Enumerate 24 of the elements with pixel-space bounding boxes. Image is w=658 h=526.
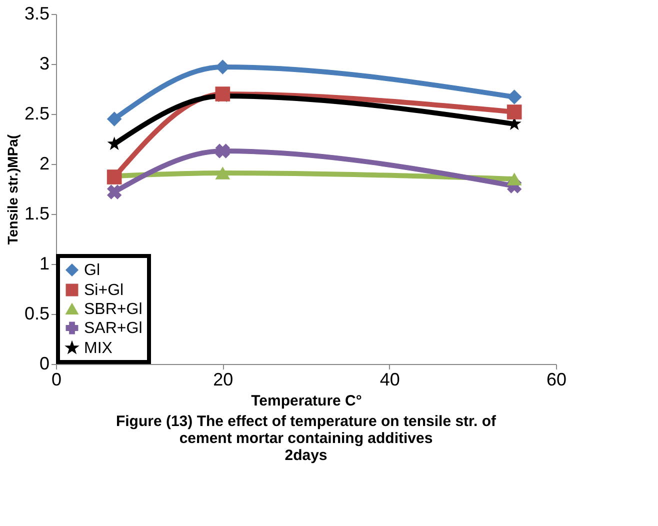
x-tick-label: 20 [213,370,234,390]
y-axis-title: Tensile str.)MPa( [4,134,20,245]
y-tick-label: 1.5 [24,204,50,224]
y-tick-label: 0.5 [24,304,50,324]
legend-label: SBR+Gl [84,301,142,318]
y-tick-label: 3 [39,54,50,74]
point [506,104,522,120]
point [506,90,522,104]
y-tick-label: 0 [39,354,50,374]
y-tick-label: 2 [39,154,50,174]
x-tick-label: 60 [546,370,567,390]
y-tick-label: 3.5 [24,4,50,24]
legend-label: Gl [84,262,100,279]
y-tick-label: 1 [39,254,50,274]
x-tick-label: 40 [380,370,400,390]
legend-label: SAR+Gl [84,320,142,337]
legend-label: Si+Gl [84,282,124,299]
y-tick-label: 2.5 [24,104,50,124]
x-axis-title: Temperature C° [251,392,362,410]
text: Figure (13) The effect of temperature on tensile str. of cement mortar containing additives 2days [116,413,498,464]
point [106,112,122,126]
point [215,144,230,158]
legend-label: MIX [84,340,113,357]
point [106,184,122,200]
